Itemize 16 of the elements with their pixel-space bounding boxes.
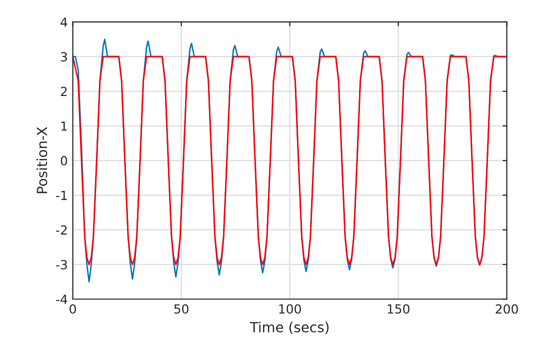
y-tick-label: 4 (60, 18, 68, 27)
x-tick-label: 200 (496, 304, 518, 314)
y-tick-label: 2 (60, 86, 67, 96)
y-axis-title: Position-X (36, 127, 48, 194)
y-tick-label: -3 (56, 260, 67, 270)
x-tick-label: 100 (279, 304, 301, 314)
y-tick-label: 3 (60, 52, 67, 62)
y-tick-label: -1 (56, 190, 67, 200)
x-tick-label: 150 (388, 304, 410, 314)
y-tick-label: -2 (56, 225, 67, 235)
x-axis-title: Time (secs) (250, 322, 329, 334)
x-tick-label: 0 (70, 304, 76, 314)
x-tick-label: 50 (174, 304, 188, 314)
y-tick-label: -4 (56, 294, 68, 304)
y-tick-label: 1 (61, 122, 67, 131)
y-tick-label: 0 (60, 156, 68, 166)
